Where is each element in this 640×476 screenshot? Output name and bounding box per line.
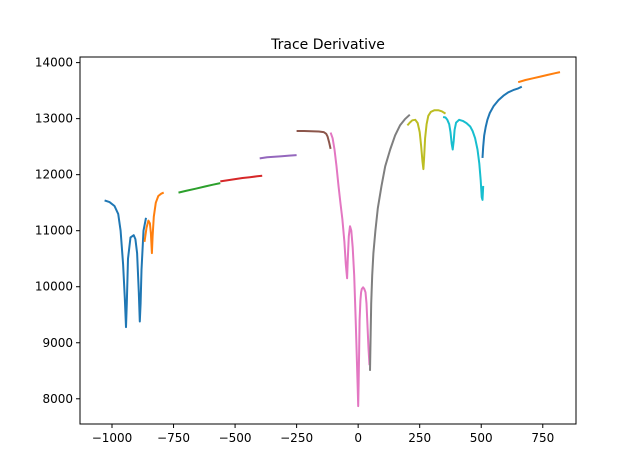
series-line-2	[143, 191, 165, 255]
x-tick-label: 500	[470, 431, 493, 445]
plot-frame	[79, 56, 577, 425]
y-tick-label: 11000	[35, 224, 73, 238]
plot-area	[104, 71, 561, 408]
y-tick-label: 10000	[35, 280, 73, 294]
series-line-12	[517, 71, 561, 84]
y-tick-label: 9000	[42, 336, 73, 350]
x-tick-label: −250	[280, 431, 313, 445]
y-axis: 8000 9000 10000 11000 12000 13000 14000	[35, 56, 80, 406]
x-tick-label: −750	[157, 431, 190, 445]
x-tick-label: 250	[408, 431, 431, 445]
series-line-6	[296, 130, 332, 150]
series-line-5	[259, 154, 297, 160]
series-line-7	[329, 132, 371, 408]
x-axis: −1000 −750 −500 −250 0 250 500 750	[92, 424, 554, 445]
series-line-1	[104, 199, 147, 329]
x-tick-label: −500	[219, 431, 252, 445]
series-line-9	[406, 109, 447, 171]
y-tick-label: 8000	[42, 392, 73, 406]
y-tick-label: 14000	[35, 56, 73, 70]
series-line-3	[178, 182, 221, 194]
y-tick-label: 12000	[35, 168, 73, 182]
series-line-8	[369, 113, 411, 371]
chart-title: Trace Derivative	[270, 37, 385, 53]
x-tick-label: 750	[531, 431, 554, 445]
series-line-4	[220, 174, 263, 183]
x-tick-label: 0	[354, 431, 362, 445]
series-line-10	[442, 116, 485, 201]
x-tick-label: −1000	[92, 431, 133, 445]
y-tick-label: 13000	[35, 112, 73, 126]
series-line-11	[481, 85, 523, 158]
